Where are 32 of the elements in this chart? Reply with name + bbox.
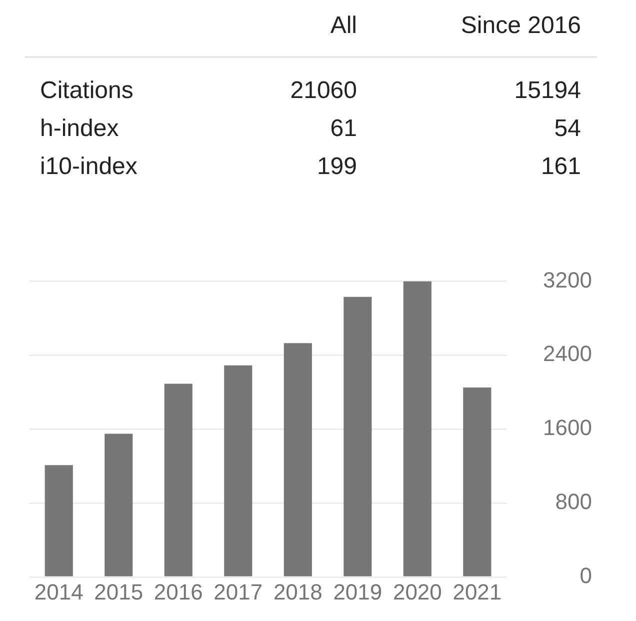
data-label: 199 <box>316 153 357 181</box>
text: Citations <box>40 77 134 105</box>
x-tick-label: 2017 <box>214 579 263 604</box>
x-tick-label: 2014 <box>34 579 84 604</box>
y-tick-label: 1600 <box>543 415 592 440</box>
data-label: 161 <box>540 153 581 181</box>
x-tick-label: 2020 <box>392 579 442 604</box>
data-label: 54 <box>554 115 581 143</box>
x-tick-label: 2018 <box>273 579 322 604</box>
y-tick-label: 0 <box>580 563 592 588</box>
y-tick-label: 800 <box>555 489 592 514</box>
bar <box>284 343 312 576</box>
category-label: All <box>330 12 357 40</box>
bar <box>224 365 252 576</box>
y-tick-label: 2400 <box>543 341 592 366</box>
bar <box>403 281 432 576</box>
bar <box>164 384 192 576</box>
x-tick-label: 2019 <box>333 579 382 604</box>
category-label: Since 2016 <box>460 12 581 40</box>
data-label: 61 <box>330 115 357 143</box>
bar <box>463 388 492 576</box>
y-tick-label: 3200 <box>543 267 592 292</box>
data-label: 15194 <box>514 77 581 105</box>
bar <box>44 465 73 576</box>
bar <box>104 434 133 576</box>
data-label: 21060 <box>290 77 357 105</box>
x-tick-label: 2021 <box>452 579 502 604</box>
text: h-index <box>40 115 119 143</box>
bar <box>344 296 372 576</box>
x-tick-label: 2015 <box>94 579 144 604</box>
text: i10-index <box>40 153 138 181</box>
x-tick-label: 2016 <box>154 579 203 604</box>
